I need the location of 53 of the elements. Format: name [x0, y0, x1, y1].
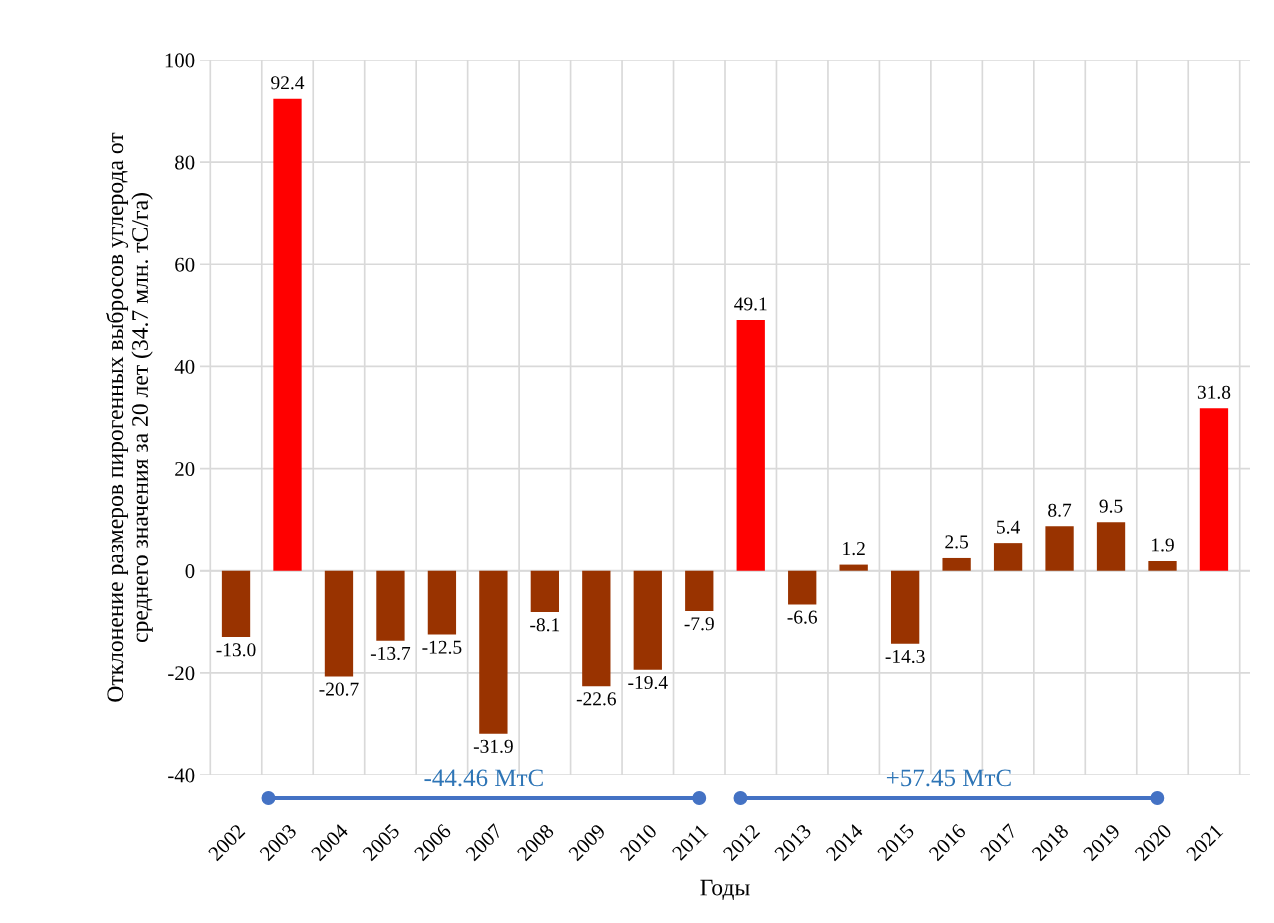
bar: [839, 564, 868, 571]
bar: [1096, 522, 1126, 571]
bar: [1199, 408, 1229, 571]
x-axis-title: Годы: [700, 879, 750, 900]
bar: [582, 570, 611, 687]
bar: [890, 570, 920, 644]
data-label: -20.7: [319, 682, 359, 696]
bar: [324, 570, 354, 677]
y-tick-label: -40: [168, 768, 195, 783]
bar: [273, 98, 302, 571]
y-tick-label: 60: [175, 257, 195, 272]
data-label: -13.0: [216, 643, 256, 657]
y-tick-label: 100: [165, 53, 195, 68]
bar: [530, 570, 560, 613]
bar: [993, 543, 1023, 571]
bar: [736, 319, 765, 571]
annotation: +57.45 МтС: [886, 769, 1011, 787]
annotation: -44.46 МтС: [424, 769, 543, 787]
bar: [942, 557, 971, 571]
data-label: -14.3: [885, 649, 925, 664]
bar: [633, 570, 662, 670]
data-label: 9.5: [1099, 499, 1123, 513]
bar: [479, 570, 508, 734]
data-label: 1.9: [1152, 538, 1174, 552]
bar: [1045, 526, 1074, 571]
data-label: 5.4: [997, 520, 1020, 534]
data-label: 8.7: [1048, 503, 1072, 517]
y-tick-label: 20: [175, 461, 195, 476]
bar: [685, 570, 714, 612]
data-label: -22.6: [576, 692, 616, 706]
data-label: 92.4: [271, 76, 305, 90]
data-label: -8.1: [530, 618, 560, 632]
data-label: 2.5: [945, 535, 969, 549]
data-label: -19.4: [628, 675, 668, 690]
data-label: -31.9: [473, 739, 513, 753]
bar: [376, 570, 405, 641]
data-label: 1.2: [843, 542, 865, 556]
data-label: 49.1: [734, 297, 767, 311]
bar: [788, 570, 817, 605]
x-tick-label: 2011: [671, 823, 709, 861]
data-label: -7.9: [684, 617, 714, 631]
bar: [1148, 561, 1177, 571]
data-label: 31.8: [1197, 385, 1231, 399]
y-axis-title: Отклонение размеров пирогенных выбросов углерода от среднего значения за 20 лет (34.7 млн. тС/га): [106, 132, 153, 702]
y-tick-label: -20: [168, 666, 195, 681]
y-tick-label: 0: [185, 564, 195, 579]
data-label: -6.6: [787, 610, 818, 624]
data-label: -12.5: [422, 640, 462, 654]
bar: [221, 570, 251, 638]
bar: [427, 570, 457, 635]
y-tick-label: 80: [175, 155, 195, 170]
y-tick-label: 40: [174, 359, 195, 374]
data-label: -13.7: [370, 646, 411, 661]
